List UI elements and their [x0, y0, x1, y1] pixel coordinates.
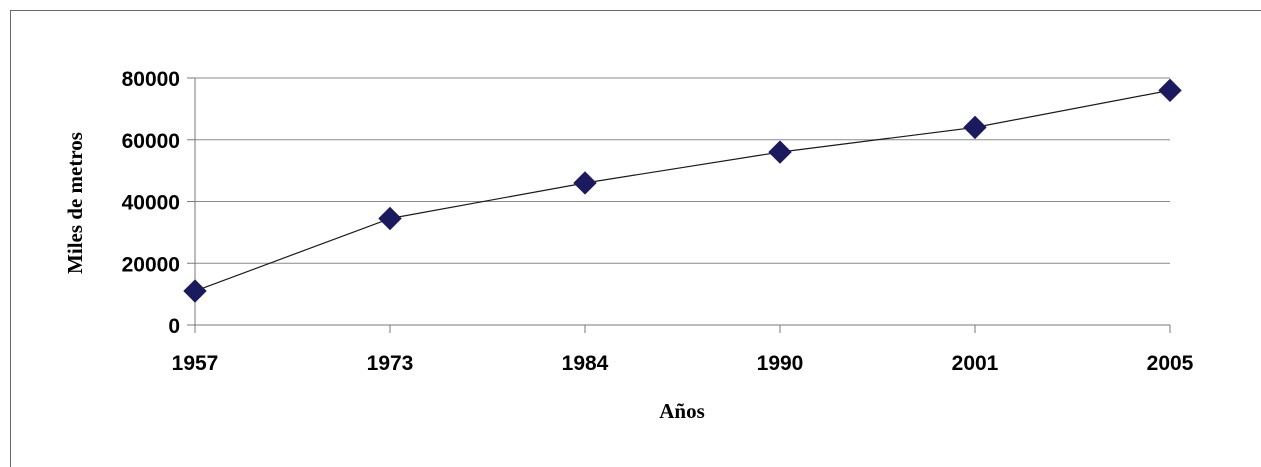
x-tick-labels: 1957 1973 1984 1990 2001 2005	[172, 352, 1194, 375]
y-tick-label: 80000	[122, 68, 180, 91]
series-line	[194, 89, 1171, 292]
data-point-1990	[768, 140, 792, 164]
y-tick-label: 40000	[122, 192, 180, 215]
axes	[187, 77, 1171, 333]
x-tick-label: 2001	[952, 352, 999, 375]
y-axis-title: Miles de metros	[63, 132, 87, 274]
data-point-2005	[1158, 78, 1182, 103]
series-line-layer	[194, 89, 1171, 292]
data-markers	[183, 78, 1182, 303]
x-tick-label: 2005	[1147, 352, 1194, 375]
x-tick-label: 1984	[562, 352, 609, 375]
y-tick-label: 0	[168, 315, 180, 338]
data-point-1984	[573, 171, 597, 195]
x-tick-label: 1957	[172, 352, 219, 375]
x-tick-label: 1973	[367, 352, 414, 375]
y-tick-label: 20000	[122, 253, 180, 276]
y-tick-labels: 0 20000 40000 60000 80000	[122, 68, 180, 338]
gridlines	[195, 77, 1170, 264]
data-point-1973	[378, 206, 402, 231]
chart-frame	[10, 10, 1261, 467]
x-axis-title: Años	[659, 399, 705, 423]
y-tick-label: 60000	[122, 130, 180, 153]
data-point-2001	[963, 115, 987, 140]
x-tick-label: 1990	[757, 352, 804, 375]
data-point-1957	[183, 279, 207, 303]
